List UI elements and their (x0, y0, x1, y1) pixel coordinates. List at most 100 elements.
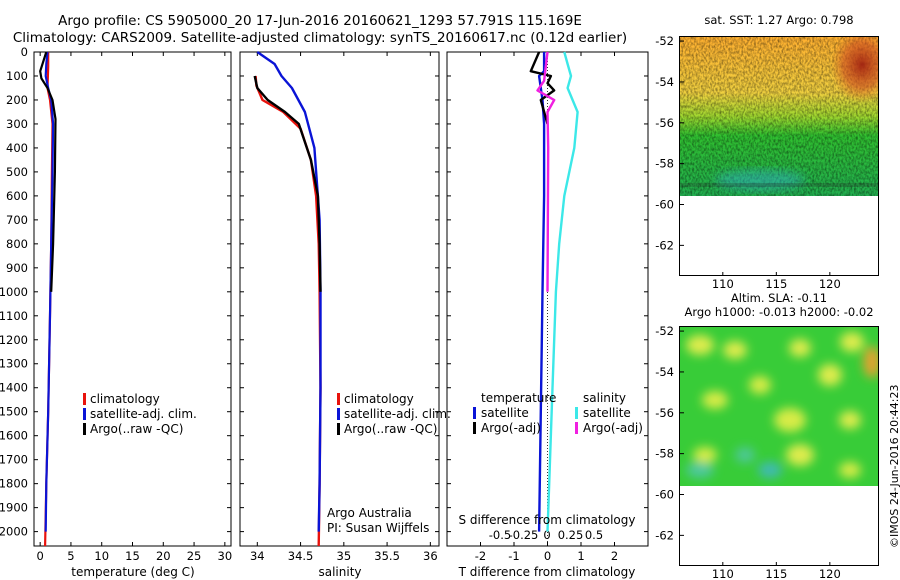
map-y-tick-label: -52 (655, 324, 674, 338)
map-x-tick-label: 120 (819, 567, 841, 580)
x-tick-label: 25 (187, 549, 202, 563)
map-x-tick-label: 110 (712, 277, 734, 291)
sla-no-data (680, 486, 878, 566)
sla-map (680, 327, 878, 486)
temperature-legend: climatology satellite-adj. clim. Argo(..… (83, 392, 197, 436)
legend-label-satellite: satellite-adj. clim. (344, 407, 451, 421)
salinity-difference-axis: -0.5-0.25 0 0.25 0.5 (489, 528, 603, 542)
legend-swatch-argo (83, 423, 86, 435)
depth-tick-label: 500 (6, 165, 28, 179)
depth-tick-label: 300 (6, 117, 28, 131)
depth-tick-label: 2000 (0, 525, 28, 539)
annotation-pi: PI: Susan Wijffels (327, 521, 429, 535)
sst-cool-patch (715, 170, 805, 190)
legend-label-climatology: climatology (90, 392, 160, 406)
depth-tick-label: 800 (6, 237, 28, 251)
legend-header-temperature: temperature (481, 391, 556, 405)
sla-heatmap-blobs (686, 332, 878, 478)
sla-blob (735, 447, 755, 463)
map-y-tick-label: -62 (655, 238, 674, 252)
x-tick-label: 10 (94, 549, 109, 563)
map-y-tick-label: -56 (655, 116, 674, 130)
depth-tick-label: 1000 (0, 285, 28, 299)
x-tick-label: 36 (423, 549, 438, 563)
legend-label-climatology: climatology (344, 392, 414, 406)
x-tick-label: -2 (475, 549, 486, 563)
x-tick-label: 20 (156, 549, 171, 563)
map-y-tick-label: -58 (655, 157, 674, 171)
sla-blob (789, 339, 811, 357)
depth-tick-label: 1300 (0, 357, 28, 371)
map-y-tick-label: -58 (655, 447, 674, 461)
series-line-salinity-satellite (546, 51, 579, 532)
x-tick-label: 0 (544, 549, 551, 563)
series-line-temperature-argo-adj- (529, 51, 556, 125)
depth-tick-label: 1500 (0, 405, 28, 419)
difference-x-axis: -2 -1 0 1 2 (475, 52, 618, 563)
series-line-salinity-argo-adj- (536, 51, 556, 292)
sst-map-title: sat. SST: 1.27 Argo: 0.798 (704, 13, 853, 27)
sla-blob (818, 364, 842, 386)
top-tick-label: 0 (543, 528, 550, 542)
legend-swatch-climatology (337, 393, 340, 405)
series-line-argo-raw-qc- (39, 51, 57, 292)
depth-tick-label: 1900 (0, 501, 28, 515)
sst-map-axes: 110 115 120 -52 -54 -56 -58 -60 -62 (655, 34, 841, 291)
map-y-tick-label: -54 (655, 365, 674, 379)
series-line-satellite-adj-clim- (256, 51, 322, 532)
x-tick-label: 34 (250, 549, 265, 563)
depth-axis: 0 100 200 300 400 500 600 700 800 900 1000 1100 1200… (0, 45, 648, 539)
legend-swatch-s-argo (575, 422, 578, 434)
depth-tick-label: 400 (6, 141, 28, 155)
legend-label-argo: Argo(..raw -QC) (344, 422, 437, 436)
sla-blob (702, 391, 728, 409)
annotation-argo-australia: Argo Australia (327, 506, 412, 520)
top-tick-label: -0.5 (489, 528, 511, 542)
sla-blob (749, 376, 771, 394)
map-x-tick-label: 115 (765, 567, 787, 580)
temperature-plot-frame (33, 51, 232, 547)
x-tick-label: 5 (67, 549, 74, 563)
salinity-x-axis: 34 34.5 35 35.5 36 (250, 52, 438, 563)
sla-blob (839, 411, 861, 429)
sla-blob (693, 447, 717, 463)
temperature-xlabel: temperature (deg C) (71, 565, 194, 579)
sla-map-axes: 110 115 120 -52 -54 -56 -58 -60 -62 (655, 324, 841, 580)
legend-label-t-satellite: satellite (481, 406, 529, 420)
sla-blob (686, 335, 714, 355)
legend-swatch-t-satellite (473, 407, 476, 419)
top-tick-label: -0.25 (509, 528, 539, 542)
depth-tick-label: 900 (6, 261, 28, 275)
legend-label-s-argo: Argo(-adj) (583, 421, 643, 435)
sla-blob (774, 408, 806, 432)
depth-tick-label: 1200 (0, 333, 28, 347)
sla-blob (786, 444, 814, 466)
salinity-xlabel: salinity (318, 565, 361, 579)
legend-label-t-argo: Argo(-adj) (481, 421, 541, 435)
legend-label-satellite: satellite-adj. clim. (90, 407, 197, 421)
map-y-tick-label: -52 (655, 34, 674, 48)
map-y-tick-label: -60 (655, 198, 674, 212)
x-tick-label: 30 (218, 549, 233, 563)
depth-tick-label: 1100 (0, 309, 28, 323)
sla-blob (839, 462, 861, 478)
sst-map-frame (679, 36, 879, 276)
map-y-tick-label: -60 (655, 488, 674, 502)
depth-tick-label: 1600 (0, 429, 28, 443)
x-tick-label: -1 (508, 549, 519, 563)
map-x-tick-label: 115 (765, 277, 787, 291)
depth-tick-label: 1700 (0, 453, 28, 467)
map-x-tick-label: 110 (712, 567, 734, 580)
legend-swatch-t-argo (473, 422, 476, 434)
temperature-x-axis: 0 5 10 15 20 25 30 (36, 52, 232, 563)
legend-swatch-s-satellite (575, 407, 578, 419)
chart-title-line1: Argo profile: CS 5905000_20 17-Jun-2016 … (58, 13, 582, 29)
sst-warm-patch (830, 37, 878, 103)
sla-blob (863, 346, 878, 378)
series-line-argo-raw-qc- (253, 75, 322, 292)
x-tick-label: 34.5 (288, 549, 314, 563)
legend-swatch-climatology (83, 393, 86, 405)
depth-tick-label: 1400 (0, 381, 28, 395)
depth-tick-label: 600 (6, 189, 28, 203)
sst-edge-noise (680, 183, 878, 187)
